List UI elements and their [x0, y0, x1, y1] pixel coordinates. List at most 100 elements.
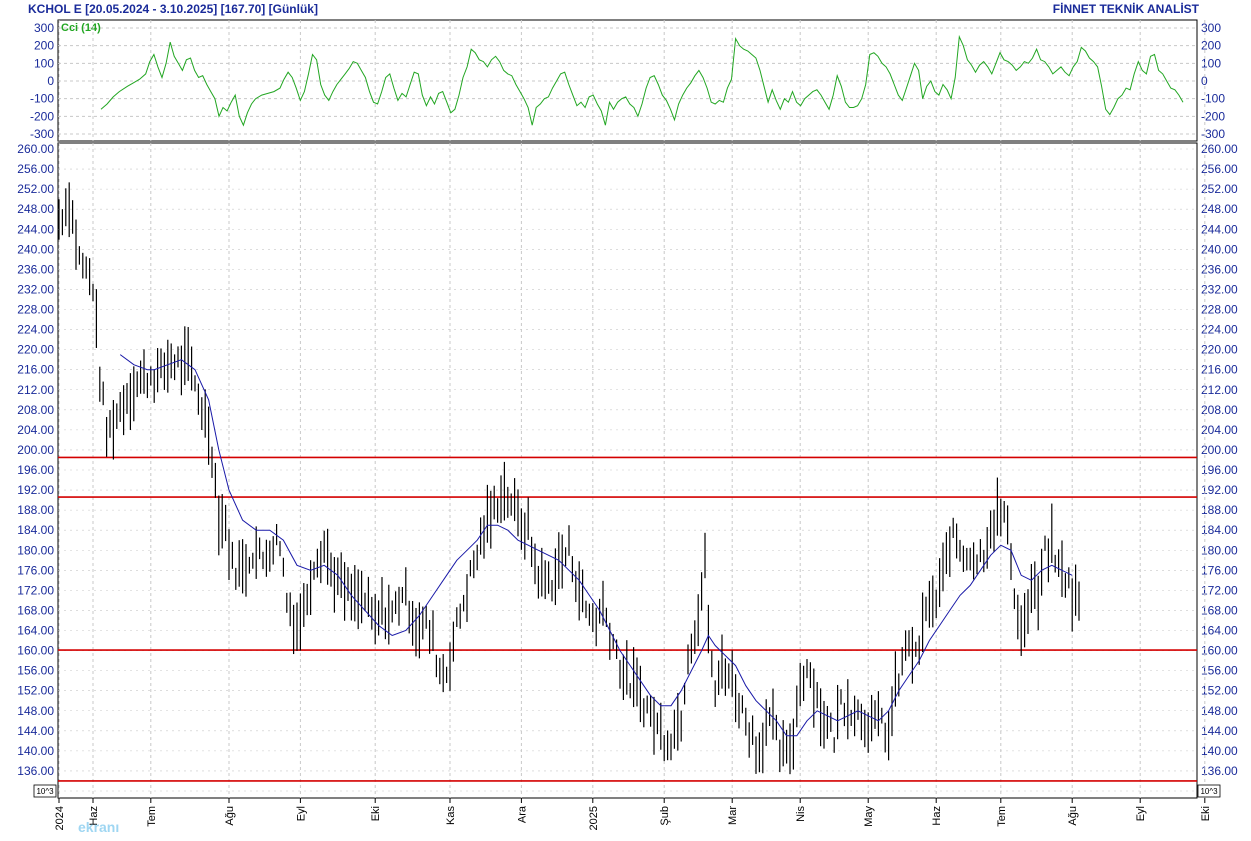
price-tick-label-right: 232.00 [1201, 282, 1238, 296]
cci-tick-label-left: 300 [34, 21, 54, 35]
price-tick-label-right: 176.00 [1201, 563, 1238, 577]
price-tick-label-left: 236.00 [17, 262, 54, 276]
multiplier-box-right: 10^3 [1197, 784, 1221, 798]
price-tick-label-left: 136.00 [17, 764, 54, 778]
price-tick-label-right: 168.00 [1201, 603, 1238, 617]
date-range-label: [20.05.2024 - 3.10.2025] [85, 2, 218, 16]
x-axis-label: Şub [659, 806, 671, 826]
price-tick-label-right: 196.00 [1201, 463, 1238, 477]
price-tick-label-left: 216.00 [17, 363, 54, 377]
chart-extras: 10^3 10^3 ekranı [33, 784, 1221, 835]
price-tick-label-left: 152.00 [17, 684, 54, 698]
price-tick-label-right: 212.00 [1201, 383, 1238, 397]
price-tick-label-right: 224.00 [1201, 323, 1238, 337]
price-tick-label-left: 140.00 [17, 744, 54, 758]
period-label: [Günlük] [268, 2, 318, 16]
price-tick-label-right: 200.00 [1201, 443, 1238, 457]
price-panel: 260.00 260.00 256.00 256.00 252.00 252.00 248.… [17, 142, 1238, 799]
cci-tick-label-right: -100 [1201, 92, 1225, 106]
multiplier-label: 10^3 [36, 787, 54, 796]
price-tick-label-left: 164.00 [17, 624, 54, 638]
moving-average-line [119, 354, 1073, 737]
x-axis-label: Ara [516, 805, 528, 823]
price-tick-label-left: 252.00 [17, 182, 54, 196]
price-tick-label-right: 240.00 [1201, 242, 1238, 256]
price-tick-label-left: 200.00 [17, 443, 54, 457]
price-tick-label-right: 164.00 [1201, 624, 1238, 638]
x-axis-label: 2025 [588, 806, 600, 830]
price-tick-label-right: 208.00 [1201, 403, 1238, 417]
x-axis-label: Kas [445, 806, 457, 825]
price-tick-label-right: 204.00 [1201, 423, 1238, 437]
x-axis-label: Haz [931, 806, 943, 826]
price-tick-label-right: 156.00 [1201, 664, 1238, 678]
multiplier-label: 10^3 [1200, 787, 1218, 796]
last-price-label: [167.70] [220, 2, 266, 16]
price-tick-label-right: 248.00 [1201, 202, 1238, 216]
price-tick-label-left: 144.00 [17, 724, 54, 738]
price-tick-label-right: 244.00 [1201, 222, 1238, 236]
x-axis-label: Nis [795, 806, 807, 822]
cci-line [100, 34, 1184, 127]
price-tick-label-left: 148.00 [17, 704, 54, 718]
x-axis-label: 2024 [54, 806, 66, 830]
cci-tick-label-left: 100 [34, 56, 54, 70]
x-axis-label: Eki [370, 806, 382, 821]
price-tick-label-right: 136.00 [1201, 764, 1238, 778]
price-tick-label-right: 236.00 [1201, 262, 1238, 276]
price-tick-label-left: 240.00 [17, 242, 54, 256]
price-tick-label-right: 252.00 [1201, 182, 1238, 196]
price-tick-label-right: 216.00 [1201, 363, 1238, 377]
price-tick-label-left: 228.00 [17, 303, 54, 317]
brand-label: FİNNET TEKNİK ANALİST [1052, 2, 1199, 16]
x-axis-label: Eyl [1135, 806, 1147, 821]
price-tick-label-right: 140.00 [1201, 744, 1238, 758]
price-tick-label-right: 172.00 [1201, 583, 1238, 597]
cci-tick-label-left: -200 [30, 109, 54, 123]
multiplier-box-frame [1197, 784, 1221, 798]
cci-tick-label-right: -300 [1201, 127, 1225, 141]
price-tick-label-left: 180.00 [17, 543, 54, 557]
price-tick-label-left: 224.00 [17, 323, 54, 337]
x-axis-label: Eyl [295, 806, 307, 821]
price-tick-label-left: 172.00 [17, 583, 54, 597]
price-tick-label-left: 196.00 [17, 463, 54, 477]
price-tick-label-left: 256.00 [17, 162, 54, 176]
price-tick-label-right: 160.00 [1201, 644, 1238, 658]
price-tick-label-right: 228.00 [1201, 303, 1238, 317]
price-tick-label-left: 188.00 [17, 503, 54, 517]
price-tick-label-right: 220.00 [1201, 343, 1238, 357]
price-tick-label-left: 220.00 [17, 343, 54, 357]
cci-tick-label-left: -100 [30, 92, 54, 106]
watermark-logo: ekranı [78, 819, 119, 835]
cci-tick-label-left: 0 [47, 74, 54, 88]
x-axis-label: Ağu [1067, 806, 1079, 826]
x-axis-label: Mar [727, 806, 739, 825]
price-tick-label-right: 192.00 [1201, 483, 1238, 497]
price-tick-label-left: 156.00 [17, 664, 54, 678]
price-tick-label-right: 152.00 [1201, 684, 1238, 698]
cci-tick-label-left: 200 [34, 39, 54, 53]
x-axis-label: Haz [88, 806, 100, 826]
chart-header-left: KCHOL E [20.05.2024 - 3.10.2025] [167.70… [28, 2, 318, 16]
cci-tick-label-left: -300 [30, 127, 54, 141]
price-tick-label-right: 188.00 [1201, 503, 1238, 517]
price-tick-label-right: 184.00 [1201, 523, 1238, 537]
price-tick-label-left: 212.00 [17, 383, 54, 397]
ticker-label: KCHOL E [28, 2, 82, 16]
price-tick-label-right: 256.00 [1201, 162, 1238, 176]
price-tick-label-right: 260.00 [1201, 142, 1238, 156]
price-tick-label-left: 208.00 [17, 403, 54, 417]
price-tick-label-left: 160.00 [17, 644, 54, 658]
price-tick-label-left: 244.00 [17, 222, 54, 236]
x-axis: 2024 Haz Tem Ağu Eyl Eki Kas Ara 2025 Şub Mar Nis Ma… [54, 798, 1212, 830]
cci-tick-label-right: -200 [1201, 109, 1225, 123]
cci-tick-label-right: 200 [1201, 39, 1221, 53]
cci-indicator-label: Cci (14) [61, 22, 101, 34]
price-tick-label-left: 260.00 [17, 142, 54, 156]
price-tick-label-right: 148.00 [1201, 704, 1238, 718]
price-tick-label-left: 248.00 [17, 202, 54, 216]
price-tick-label-right: 180.00 [1201, 543, 1238, 557]
x-axis-label: Tem [996, 806, 1008, 827]
